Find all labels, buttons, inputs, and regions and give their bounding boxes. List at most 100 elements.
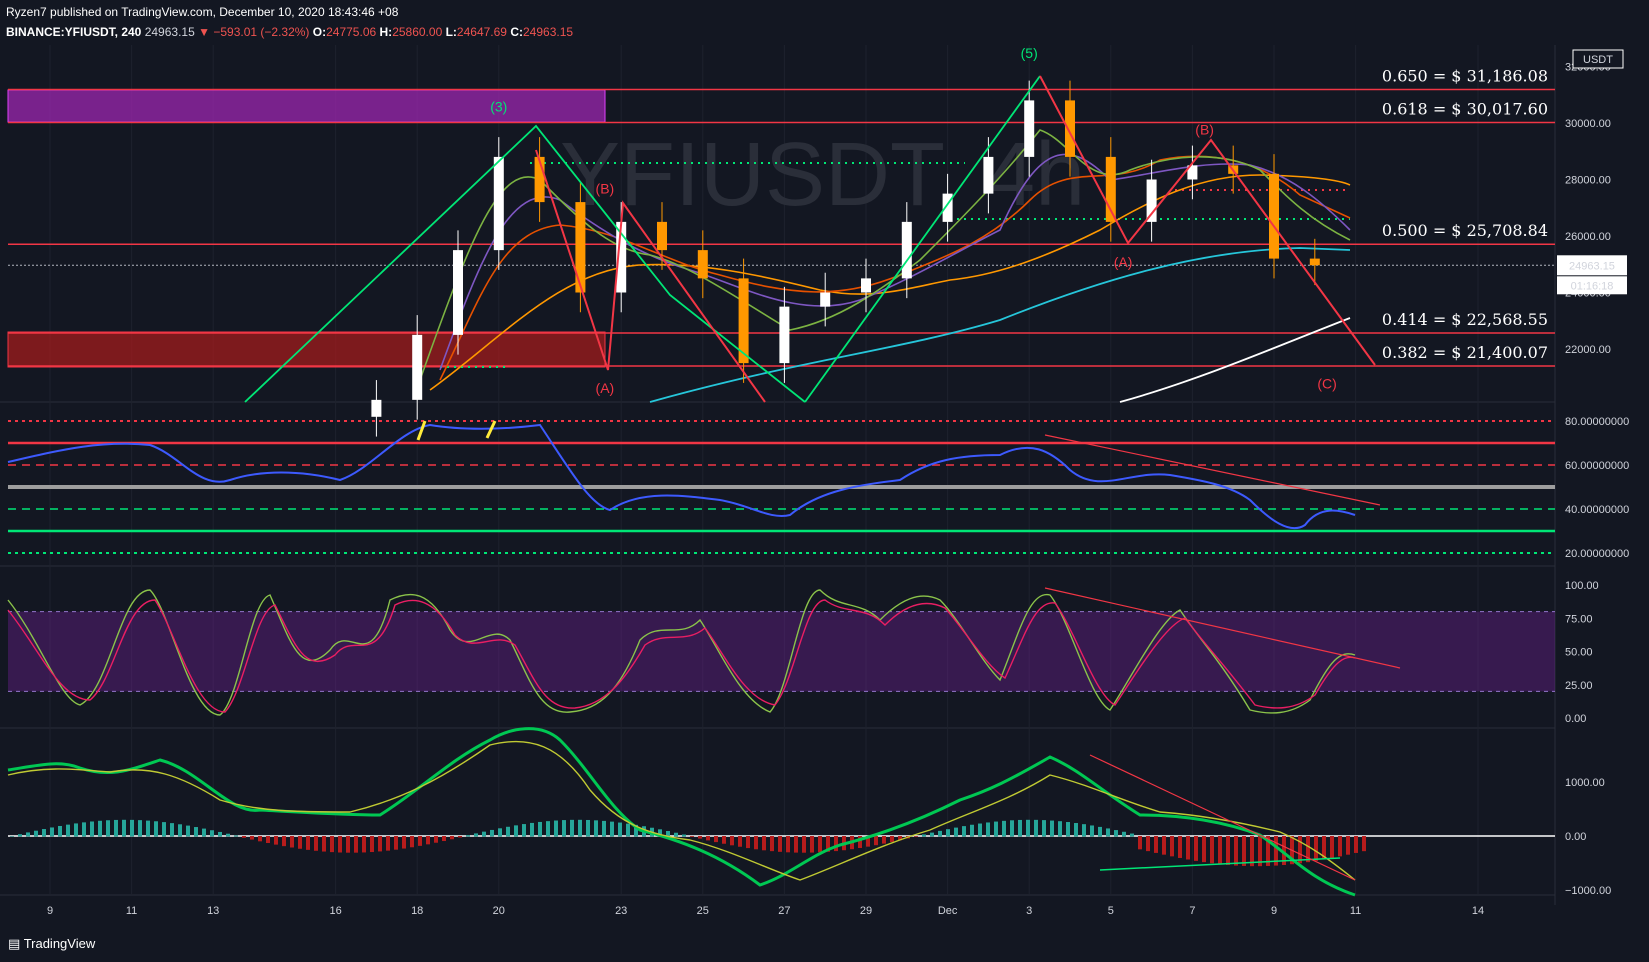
macd-histogram-bar: [538, 821, 542, 837]
macd-histogram-bar: [730, 836, 734, 846]
macd-histogram-bar: [66, 824, 70, 837]
macd-histogram-bar: [290, 836, 294, 848]
rsi-tick-label: 20.00000000: [1565, 548, 1629, 560]
corrective-abc-right: [1039, 75, 1376, 366]
price-tick-label: 28000.00: [1565, 175, 1611, 187]
candles: [371, 80, 1320, 437]
candle-body: [616, 221, 627, 293]
macd-histogram-bar: [810, 836, 814, 853]
candle-body: [738, 278, 749, 364]
macd-histogram-bar: [1266, 836, 1270, 866]
macd-histogram-bar: [514, 825, 518, 837]
macd-histogram-bar: [1298, 836, 1302, 864]
macd-histogram-bar: [482, 831, 486, 837]
wave-label: (A): [596, 380, 615, 396]
macd-histogram-bar: [578, 819, 582, 837]
macd-histogram-bar: [186, 825, 190, 837]
macd-signal-line: [7, 740, 1356, 881]
publisher-line: Ryzen7 published on TradingView.com, Dec…: [6, 5, 399, 19]
macd-histogram-bar: [866, 836, 870, 847]
stoch-band: [8, 611, 1555, 692]
macd-histogram-bar: [1018, 819, 1022, 837]
macd-histogram-bar: [858, 836, 862, 848]
macd-histogram-bar: [554, 820, 558, 837]
close-value: 24963.15: [523, 25, 574, 39]
red-demand-zone: [7, 331, 606, 368]
macd-histogram-bar: [1218, 836, 1222, 865]
time-tick-label: 5: [1108, 905, 1114, 917]
stoch-divergence-line: [1044, 587, 1401, 669]
time-tick-label: 9: [1271, 905, 1277, 917]
candle-body: [901, 221, 912, 279]
candle-body: [1187, 165, 1198, 180]
macd-histogram-bar: [1330, 836, 1334, 858]
macd-histogram-bar: [1146, 836, 1150, 852]
countdown-label: 01:16:18: [1571, 280, 1614, 292]
macd-histogram-bar: [634, 824, 638, 837]
macd-histogram-bar: [314, 836, 318, 851]
macd-histogram-bar: [1002, 820, 1006, 837]
macd-histogram-bar: [826, 836, 830, 852]
moving-averages: [419, 129, 1351, 403]
macd-histogram-bar: [530, 822, 534, 837]
supply-demand-zones: [7, 89, 606, 368]
macd-histogram-bar: [90, 821, 94, 837]
impulse-wave-lines: [244, 124, 806, 403]
wave-label: (B): [1195, 121, 1214, 137]
macd-histogram-bar: [746, 836, 750, 849]
rsi-divergence-line: [1044, 434, 1381, 506]
candle-body: [371, 399, 382, 417]
macd-histogram-bar: [18, 834, 22, 837]
macd-histogram-bar: [1186, 836, 1190, 860]
macd-histogram-bar: [618, 822, 622, 837]
macd-histogram-bar: [970, 824, 974, 837]
macd-histogram-bar: [1202, 836, 1206, 863]
macd-histogram-bar: [1162, 836, 1166, 855]
macd-histogram-bar: [626, 823, 630, 837]
macd-histogram-bar: [986, 822, 990, 837]
time-tick-label: 18: [411, 905, 423, 917]
candle-body: [820, 292, 831, 307]
low-label: L:: [445, 25, 457, 39]
macd-pane: [7, 727, 1555, 897]
macd-histogram-bar: [1106, 828, 1110, 837]
currency-badge: [1572, 49, 1624, 69]
ma-long-line: [1119, 317, 1351, 403]
corrective-abc-left: [535, 149, 766, 403]
elliott-waves: (3) (5) (B) (A) (B) (A) (C): [244, 45, 1376, 403]
macd-tick-label: −1000.00: [1565, 885, 1611, 897]
macd-histogram-bar: [946, 829, 950, 837]
tradingview-footer: ▤ TradingView: [8, 936, 95, 952]
macd-histogram-bar: [938, 830, 942, 837]
candle-body: [493, 156, 504, 251]
time-tick-label: 11: [1350, 905, 1361, 917]
price-change: −593.01 (−2.32%): [213, 25, 310, 39]
down-arrow-icon: ▼: [198, 25, 210, 39]
macd-histogram-bar: [1346, 836, 1350, 855]
candle-body: [697, 250, 708, 279]
macd-histogram-bar: [394, 836, 398, 850]
macd-histogram-bar: [498, 828, 502, 837]
time-tick-label: Dec: [938, 905, 958, 917]
macd-histogram-bar: [1138, 836, 1142, 850]
macd-histogram-bar: [442, 836, 446, 842]
candle-body: [657, 221, 667, 251]
macd-histogram-bar: [146, 820, 150, 837]
macd-histogram-bar: [210, 830, 214, 837]
macd-histogram-bar: [434, 836, 438, 843]
macd-histogram-bar: [74, 823, 78, 837]
macd-histogram-bar: [82, 822, 86, 837]
axes: 32000.0030000.0028000.0026000.0024000.00…: [47, 49, 1629, 917]
macd-histogram-bar: [570, 819, 574, 837]
candle-body: [983, 156, 994, 194]
macd-histogram-bar: [26, 832, 30, 837]
macd-histogram-bar: [370, 836, 374, 853]
time-tick-label: 3: [1026, 905, 1032, 917]
macd-histogram-bar: [1194, 836, 1198, 861]
macd-histogram-bar: [658, 829, 662, 837]
time-tick-label: 25: [697, 905, 709, 917]
candle-body: [1146, 179, 1157, 222]
macd-line: [7, 727, 1356, 897]
fib-level-label: 0.618 = $ 30,017.60: [1382, 100, 1548, 119]
